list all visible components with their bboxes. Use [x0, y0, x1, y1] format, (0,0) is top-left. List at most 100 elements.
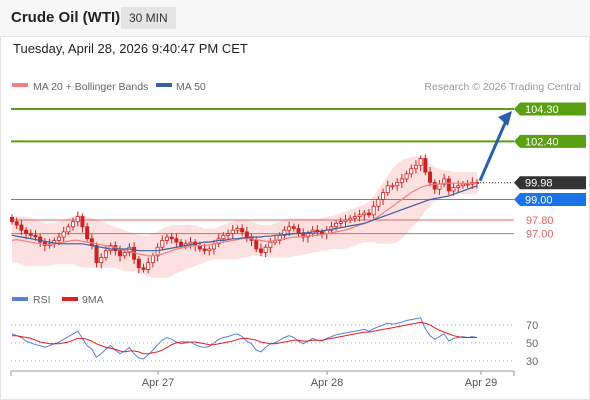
candle-body [85, 226, 90, 240]
candle-body [66, 226, 71, 233]
candle-body [409, 168, 414, 175]
candle-body [38, 236, 43, 243]
candle-body [136, 258, 141, 269]
candle-body [244, 231, 249, 238]
candle-body [221, 234, 226, 240]
candle-body [155, 246, 160, 257]
ma20-legend-label: MA 20 + Bollinger Bands [33, 81, 148, 93]
rsi-panel: 70 50 30 [11, 317, 538, 368]
rsi-ma-legend-label: 9MA [82, 294, 104, 306]
candle-body [28, 233, 33, 236]
candle-body [428, 171, 433, 183]
candle-body [268, 241, 273, 248]
level-label-97.80: 97.80 [526, 215, 554, 227]
level-tag-102.40 [514, 134, 586, 148]
time-axis-label-0: Apr 27 [142, 377, 174, 389]
candle-body [103, 250, 108, 258]
candle-body [146, 262, 151, 270]
candle-body [432, 181, 437, 190]
candle-body [80, 216, 85, 228]
candle-body [24, 229, 29, 235]
level-tag-text-104.30: 104.30 [525, 104, 559, 116]
level-tag-99.98 [514, 176, 586, 190]
time-axis: Apr 27 Apr 28 Apr 29 [10, 370, 515, 389]
candle-body [226, 233, 231, 236]
candle-body [118, 250, 123, 257]
target-arrow-shaft [478, 120, 508, 182]
candle-body [202, 248, 207, 252]
candle-body [71, 221, 76, 228]
candle-body [122, 251, 127, 257]
candle-body [376, 199, 381, 207]
candle-body [287, 226, 292, 231]
candle-body [94, 245, 99, 264]
candle-body [404, 173, 409, 180]
instrument-title: Crude Oil (WTI) [11, 9, 121, 26]
candle-body [188, 241, 193, 245]
candle-body [352, 216, 357, 219]
candle-body [418, 158, 423, 166]
candle-body [150, 255, 155, 264]
candle-body [446, 178, 451, 192]
candle-body [99, 257, 104, 264]
timeframe-badge[interactable]: 30 MIN [121, 7, 176, 29]
candle-body [56, 236, 61, 241]
candle-body [207, 248, 212, 252]
rsi-legend-label: RSI [33, 294, 51, 306]
candle-body [390, 185, 395, 188]
candle-body [343, 219, 348, 223]
candle-body [230, 229, 235, 235]
candle-body [169, 236, 174, 240]
candle-body [174, 238, 179, 243]
candle-body [61, 231, 66, 238]
candle-body [235, 228, 240, 231]
candle-body [258, 248, 263, 253]
candle-body [442, 178, 447, 185]
candle-body [460, 183, 465, 187]
level-tag-104.30 [514, 102, 586, 116]
candle-body [413, 164, 418, 170]
candle-body [301, 233, 306, 238]
candle-body [14, 221, 19, 226]
candle-body [240, 228, 245, 233]
candle-body [399, 178, 404, 183]
candle-body [395, 181, 400, 187]
rsi-tick-50: 50 [526, 338, 538, 350]
candle-body [89, 238, 94, 246]
candle-body [451, 187, 456, 192]
candle-body [164, 236, 169, 241]
level-tag-99.00 [514, 192, 586, 206]
candle-body [33, 234, 38, 238]
candle-body [254, 240, 259, 250]
rsi-ma-legend-swatch [62, 297, 78, 301]
ma20-legend-swatch [12, 83, 28, 87]
candle-body [371, 205, 376, 216]
candle-body [348, 217, 353, 221]
candle-body [423, 158, 428, 173]
timestamp: Tuesday, April 28, 2026 9:40:47 PM CET [13, 41, 248, 56]
candle-body [366, 212, 371, 216]
level-tag-text-99.98: 99.98 [525, 178, 553, 190]
time-axis-label-2: Apr 29 [465, 377, 497, 389]
candle-body [465, 183, 470, 186]
level-label-97.00: 97.00 [526, 229, 554, 241]
candle-body [334, 222, 339, 228]
candle-body [357, 214, 362, 217]
candle-body [19, 224, 24, 231]
rsi-tick-70: 70 [526, 320, 538, 332]
rsi-tick-30: 30 [526, 356, 538, 368]
price-panel: 104.30 102.40 99.98 99.00 97.80 97.00 [9, 102, 586, 278]
candle-body [75, 216, 80, 223]
time-axis-label-1: Apr 28 [311, 377, 343, 389]
rsi-legend-swatch [12, 297, 28, 301]
candle-body [141, 267, 146, 270]
candle-body [263, 246, 268, 253]
candle-body [179, 241, 184, 246]
header-bar: Crude Oil (WTI) 30 MIN [0, 0, 590, 37]
candle-body [319, 231, 324, 235]
level-tag-text-102.40: 102.40 [525, 136, 559, 148]
candle-body [160, 240, 165, 248]
candle-body [338, 221, 343, 224]
candle-body [362, 212, 367, 216]
